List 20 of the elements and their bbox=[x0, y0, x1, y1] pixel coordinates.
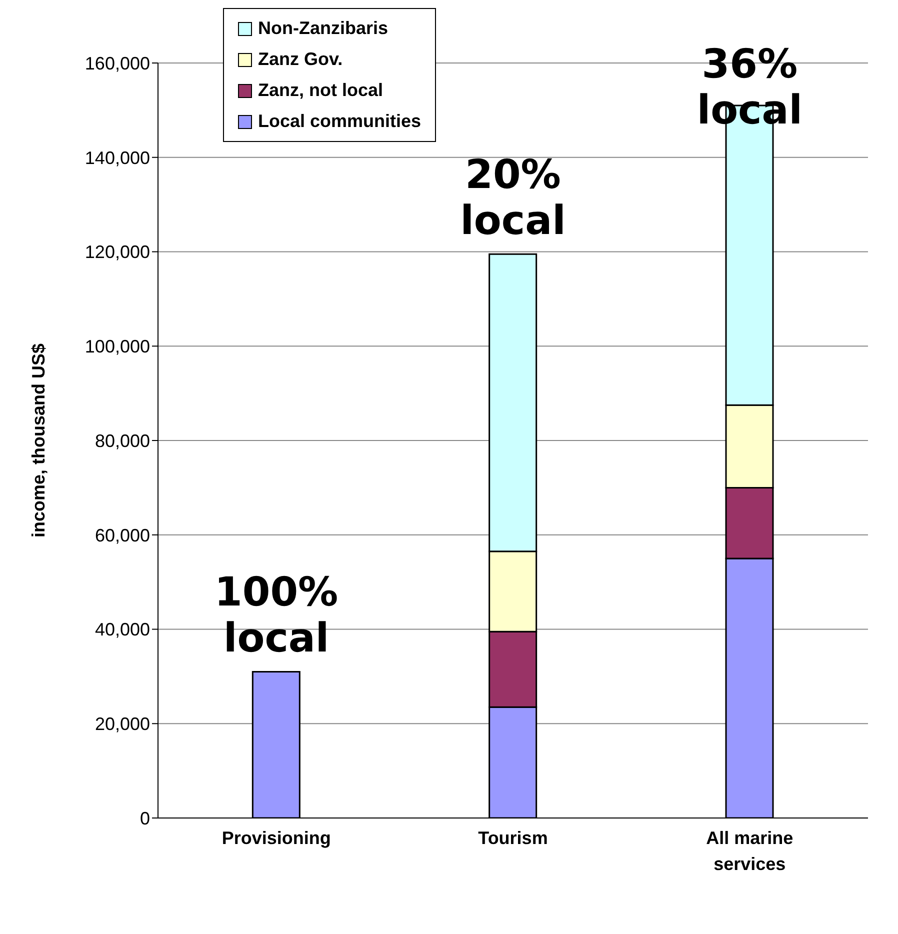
y-tick-label: 80,000 bbox=[94, 430, 150, 451]
y-tick-label: 60,000 bbox=[94, 525, 150, 546]
x-tick-label: All marine services bbox=[706, 828, 794, 874]
x-tick-label: Tourism bbox=[478, 828, 548, 848]
y-tick-label: 140,000 bbox=[84, 148, 150, 168]
y-tick-label: 160,000 bbox=[84, 53, 150, 74]
legend-label: Local communities bbox=[258, 111, 422, 132]
legend-label: Non-Zanzibaris bbox=[258, 18, 388, 39]
y-tick-label: 100,000 bbox=[84, 336, 150, 357]
annotation: 36% local bbox=[696, 41, 802, 134]
annotation: 20% local bbox=[460, 152, 566, 244]
annotation: 100% local bbox=[214, 570, 338, 662]
x-tick-label: Provisioning bbox=[222, 828, 331, 848]
y-tick-label: 120,000 bbox=[84, 242, 150, 262]
legend-label: Zanz, not local bbox=[258, 80, 384, 101]
y-tick-label: 40,000 bbox=[94, 620, 150, 640]
y-tick-label: 0 bbox=[140, 808, 150, 828]
y-tick-label: 20,000 bbox=[94, 714, 150, 734]
legend-label: Zanz Gov. bbox=[258, 49, 343, 70]
y-axis-title: income, thousand US$ bbox=[28, 343, 48, 538]
